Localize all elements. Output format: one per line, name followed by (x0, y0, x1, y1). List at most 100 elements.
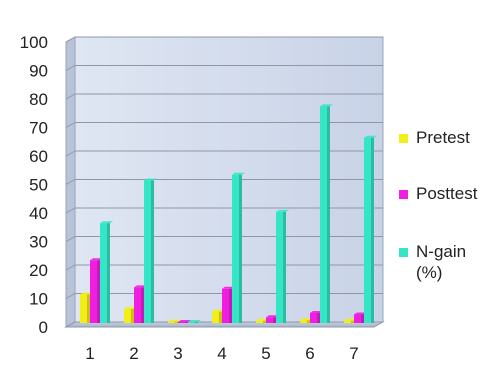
bar-side (239, 174, 242, 323)
bar-side (327, 106, 330, 324)
bar-top (100, 221, 113, 224)
bar-top (344, 318, 357, 321)
bar-top (178, 320, 191, 322)
bar (80, 294, 90, 323)
bar-side (351, 320, 354, 323)
bar-top (212, 309, 225, 312)
x-tick-label: 1 (85, 344, 94, 363)
gridline-depth (65, 36, 76, 43)
bar-top (232, 172, 245, 175)
bar (354, 314, 364, 323)
x-tick-label: 2 (129, 344, 138, 363)
bar-top (188, 320, 201, 322)
gridline-depth (65, 207, 76, 214)
y-axis-ticks: 0 10 20 30 40 50 60 70 80 90 100 (20, 33, 48, 337)
bar-side (151, 180, 154, 323)
bar (144, 180, 154, 323)
plot-area (64, 36, 385, 328)
bar-side (131, 308, 134, 323)
bar-side (87, 294, 90, 323)
bars (80, 104, 377, 324)
y-tick-label: 70 (29, 119, 48, 138)
x-axis-ticks: 1 2 3 4 5 6 7 (85, 344, 358, 363)
bar-side (229, 288, 232, 323)
gridline-depth (65, 264, 76, 271)
legend-label: Pretest (416, 128, 470, 147)
x-tick-label: 7 (349, 344, 358, 363)
bar-side (219, 311, 222, 323)
bar-side (371, 137, 374, 323)
y-tick-label: 30 (29, 233, 48, 252)
legend-label: (%) (416, 263, 442, 282)
bar-top (364, 135, 377, 138)
bar (300, 320, 310, 323)
bar-side (185, 322, 188, 323)
y-tick-label: 50 (29, 176, 48, 195)
y-tick-label: 40 (29, 204, 48, 223)
bar (256, 320, 266, 323)
bar-top (80, 292, 93, 295)
y-tick-label: 100 (20, 33, 48, 52)
bar-top (300, 318, 313, 321)
bar-side (273, 317, 276, 323)
legend-label: N-gain (416, 242, 466, 261)
gridline-depth (65, 93, 76, 100)
bar-side (283, 211, 286, 323)
bar-top (266, 315, 279, 318)
legend-label: Posttest (416, 184, 478, 203)
bar (222, 288, 232, 323)
bar-top (276, 209, 289, 212)
bar-side (195, 322, 198, 323)
x-tick-label: 4 (217, 344, 226, 363)
legend-swatch (399, 190, 408, 199)
bar-top (310, 311, 323, 314)
x-tick-label: 6 (305, 344, 314, 363)
gridline-depth (65, 179, 76, 185)
bar (168, 321, 178, 323)
bar (90, 260, 100, 323)
bar-side (107, 223, 110, 323)
bar (344, 320, 354, 323)
legend-swatch (399, 248, 408, 257)
x-tick-label: 3 (173, 344, 182, 363)
y-tick-label: 80 (29, 90, 48, 109)
gridline-depth (65, 65, 76, 71)
bar (212, 311, 222, 323)
y-tick-label: 0 (39, 318, 48, 337)
legend-swatch (399, 134, 408, 143)
bar (124, 308, 134, 323)
y-tick-label: 20 (29, 261, 48, 280)
bar (232, 174, 242, 323)
bar (276, 211, 286, 323)
bar-side (175, 321, 178, 323)
gridline-depth (65, 321, 76, 328)
bar-side (263, 320, 266, 323)
gridline-depth (65, 236, 76, 242)
bar-top (168, 319, 181, 322)
bar-side (307, 320, 310, 323)
bar-top (144, 178, 157, 181)
bar (364, 137, 374, 323)
bar-side (361, 314, 364, 323)
bar (178, 322, 188, 323)
bar-top (256, 318, 269, 321)
bar-top (320, 104, 333, 107)
bar (320, 106, 330, 324)
gridline-depth (65, 150, 76, 157)
y-tick-label: 60 (29, 147, 48, 166)
bar (310, 313, 320, 323)
y-tick-label: 10 (29, 290, 48, 309)
bar-side (97, 260, 100, 323)
bar (134, 287, 144, 323)
bar (188, 322, 198, 323)
legend: Pretest Posttest N-gain (%) (399, 128, 478, 282)
gridline-depth (65, 293, 76, 299)
bar-top (134, 285, 147, 288)
bar-side (317, 313, 320, 323)
y-tick-label: 90 (29, 62, 48, 81)
bar-top (90, 258, 103, 261)
x-tick-label: 5 (261, 344, 270, 363)
bar-top (354, 312, 367, 315)
bar-side (141, 287, 144, 323)
